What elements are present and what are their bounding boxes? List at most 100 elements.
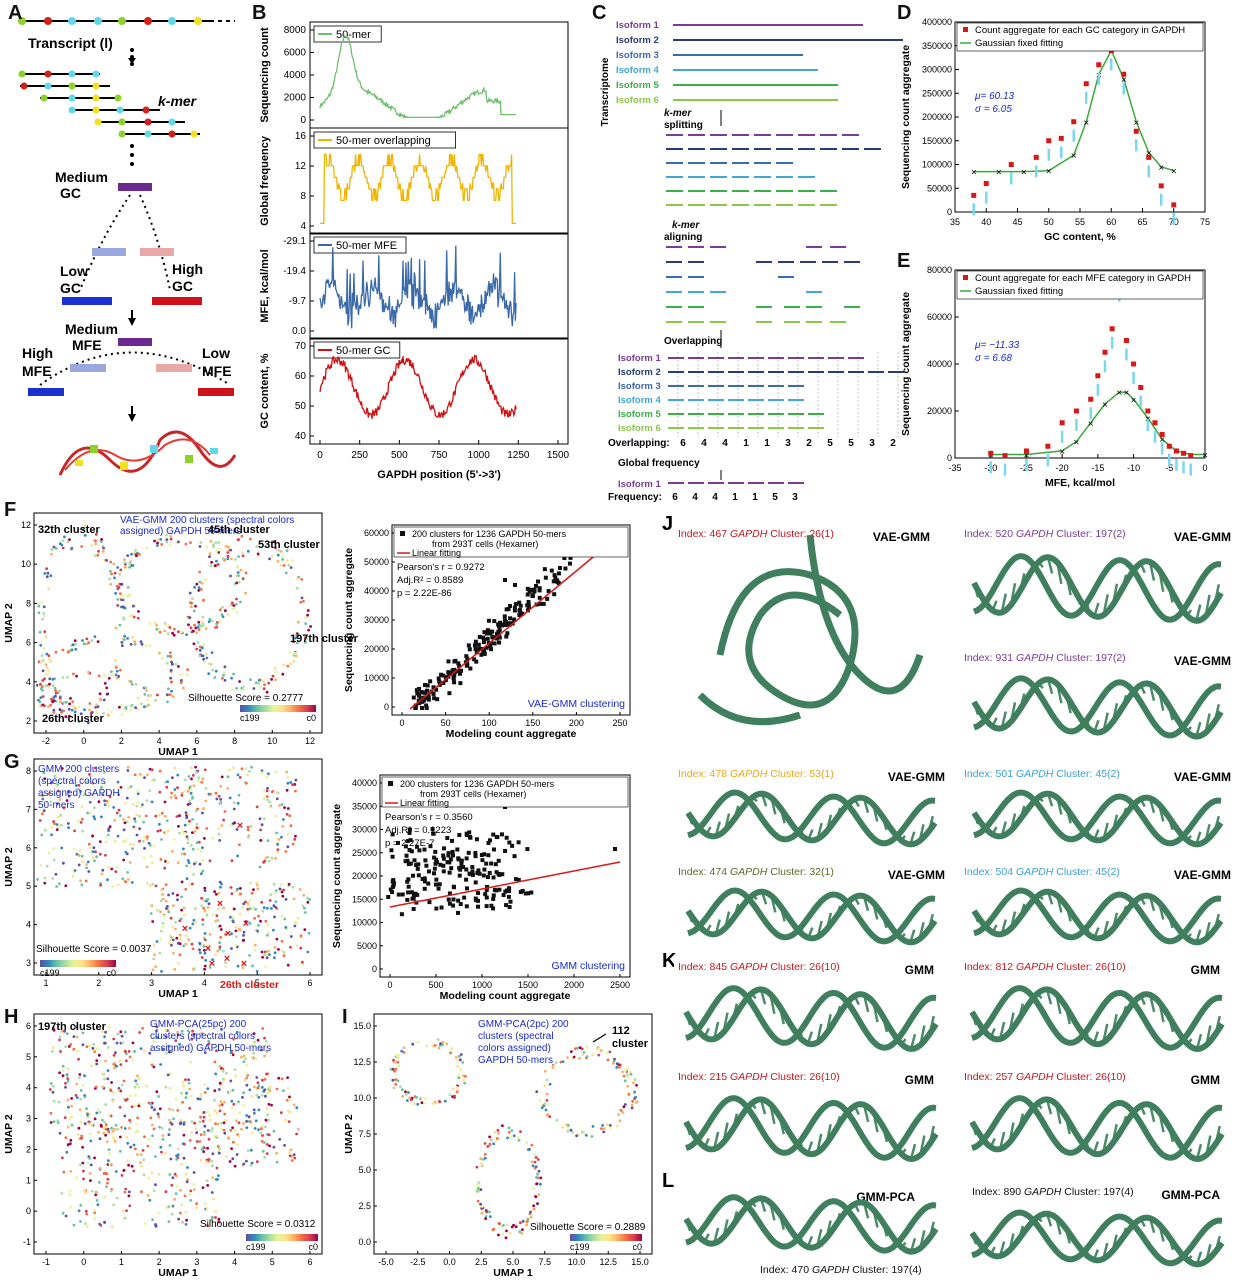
- umap-point: [129, 642, 133, 646]
- umap-point: [236, 773, 240, 777]
- umap-point: [245, 1126, 249, 1129]
- umap-point: [39, 704, 43, 708]
- y-tick-label: 8000: [284, 25, 307, 36]
- umap-point: [531, 1208, 535, 1212]
- structure-470-label: Index: 470 GAPDH Cluster: 197(4): [760, 1264, 922, 1276]
- umap-point: [267, 772, 270, 776]
- umap-point: [204, 578, 208, 582]
- umap-point: [189, 787, 193, 791]
- scatter-point: [390, 832, 395, 837]
- umap-point: [108, 577, 112, 581]
- umap-point: [476, 1186, 480, 1190]
- umap-point: [70, 1115, 74, 1119]
- umap-point: [122, 858, 126, 862]
- umap-point: [191, 817, 195, 821]
- umap-point: [213, 1098, 216, 1102]
- scatter-point: [613, 847, 617, 851]
- umap-point: [52, 710, 56, 714]
- scatter-point: [390, 890, 395, 895]
- umap-point: [52, 820, 55, 823]
- umap-point: [131, 1041, 135, 1045]
- umap-point: [60, 710, 63, 714]
- umap-point: [116, 834, 120, 838]
- data-point: [1033, 154, 1039, 160]
- umap-point: [123, 1114, 127, 1118]
- umap-point: [54, 689, 57, 693]
- rna-helix: [971, 553, 1224, 624]
- rna-helix: [971, 789, 1224, 848]
- umap-point: [75, 1176, 78, 1180]
- umap-point: [97, 800, 101, 804]
- isoform-label: Isoform 1: [618, 479, 661, 490]
- umap-point: [145, 546, 149, 550]
- umap-point: [164, 1035, 168, 1038]
- scatter-point: [489, 647, 494, 652]
- backbone-strand: [971, 888, 1224, 946]
- data-point: [1088, 396, 1094, 402]
- umap-point: [282, 663, 286, 667]
- umap-point: [112, 1053, 116, 1057]
- umap-point: [164, 860, 167, 863]
- umap-point: [202, 598, 205, 602]
- umap-point: [262, 687, 266, 691]
- umap-point: [235, 889, 239, 892]
- y-tick-label: 0: [947, 453, 952, 463]
- umap-point: [86, 1113, 89, 1116]
- umap-point: [55, 885, 58, 888]
- umap-point: [183, 823, 187, 827]
- rna-structure-image: [58, 430, 237, 476]
- umap-point: [201, 858, 205, 862]
- umap-point: [488, 1143, 492, 1147]
- umap-point: [49, 1082, 53, 1085]
- y-tick-label: 150000: [922, 136, 952, 146]
- backbone-strand: [969, 986, 1225, 1053]
- scatter-point: [497, 635, 502, 640]
- backbone-strand: [685, 1194, 937, 1254]
- umap-point: [62, 1170, 66, 1174]
- cluster-member-marker: ×: [182, 923, 188, 935]
- umap-point: [176, 1147, 180, 1150]
- umap-title: (spectral colors: [38, 776, 106, 787]
- umap-point: [173, 794, 177, 797]
- umap-point: [90, 1123, 94, 1127]
- umap-point: [55, 823, 59, 826]
- umap-point: [291, 842, 295, 846]
- umap-point: [136, 1076, 140, 1080]
- umap-point: [179, 673, 183, 677]
- umap-point: [205, 827, 209, 830]
- umap-point: [90, 639, 94, 642]
- umap-point: [114, 666, 118, 669]
- umap-point: [135, 1082, 139, 1086]
- umap-point: [137, 1104, 141, 1108]
- umap-point: [425, 1044, 428, 1048]
- umap-point: [209, 662, 213, 666]
- umap-point: [280, 915, 284, 918]
- umap-point: [136, 707, 140, 711]
- umap-point: [107, 1148, 111, 1151]
- pearson-label: Pearson's r = 0.3560: [385, 812, 473, 823]
- scatter-point: [428, 844, 433, 849]
- umap-point: [309, 625, 312, 628]
- y-tick-label: 6: [26, 1021, 31, 1031]
- umap-point: [188, 785, 192, 788]
- umap-point: [173, 967, 177, 971]
- scatter-point: [446, 851, 451, 856]
- colorbar-low-label: c199: [246, 1242, 266, 1252]
- umap-point: [151, 920, 155, 923]
- umap-point: [584, 1133, 588, 1137]
- umap-point: [277, 1076, 281, 1080]
- umap-point: [95, 855, 98, 859]
- umap-point: [216, 1178, 219, 1181]
- umap-point: [165, 1206, 169, 1209]
- umap-point: [107, 1113, 111, 1117]
- umap-point: [282, 564, 286, 567]
- umap-point: [101, 793, 105, 797]
- scatter-point: [386, 894, 391, 899]
- umap-point: [249, 1163, 253, 1167]
- x-axis-label: Modeling count aggregate: [446, 728, 577, 740]
- umap-point: [626, 1075, 630, 1079]
- umap-point: [167, 1220, 171, 1223]
- scatter-point: [525, 586, 530, 591]
- umap-point: [105, 1185, 108, 1189]
- umap-point: [154, 1224, 158, 1228]
